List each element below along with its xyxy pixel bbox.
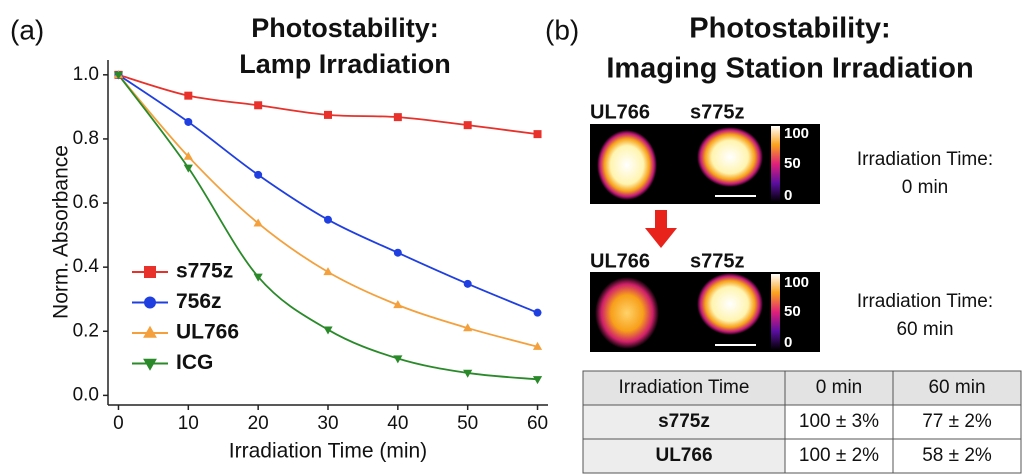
x-axis-title: Irradiation Time (min) [229, 440, 427, 463]
colorbar-tick: 50 [784, 303, 801, 320]
table-header: 0 min [816, 377, 862, 398]
table-header: 60 min [928, 377, 985, 398]
image-label: UL766 [590, 101, 650, 123]
marker [143, 359, 157, 371]
table-cell: 100 ± 3% [799, 411, 879, 432]
panel-label: (b) [545, 14, 579, 45]
marker [184, 92, 192, 100]
arrow [645, 210, 677, 248]
image-label: s775z [690, 250, 745, 272]
marker [534, 309, 542, 317]
x-tick-label: 60 [527, 413, 548, 434]
legend-label: 756z [176, 290, 222, 313]
colorbar-tick: 100 [784, 274, 809, 291]
series-line [118, 75, 537, 134]
time-label: Irradiation Time: [857, 291, 993, 312]
marker [533, 376, 542, 384]
image-panel: UL766 s775z 100 50 0 Irradiation Time: 0… [590, 101, 993, 204]
marker [324, 216, 332, 224]
panel-label: (a) [10, 14, 44, 45]
table-cell: 58 ± 2% [922, 445, 992, 466]
marker [184, 118, 192, 126]
fluorescence-spot [697, 127, 763, 187]
x-tick-label: 50 [457, 413, 478, 434]
marker [464, 121, 472, 129]
y-tick-label: 0.6 [73, 192, 99, 213]
table-cell: s775z [658, 411, 710, 432]
colorbar-tick: 0 [784, 187, 792, 204]
marker [394, 113, 402, 121]
y-tick-label: 0.8 [73, 128, 99, 149]
x-tick-label: 10 [178, 413, 199, 434]
marker [324, 111, 332, 119]
colorbar-tick: 0 [784, 334, 792, 351]
time-label: Irradiation Time: [857, 149, 993, 170]
marker [464, 280, 472, 288]
x-tick-label: 30 [317, 413, 338, 434]
marker [143, 326, 157, 338]
legend-label: UL766 [176, 321, 239, 344]
table-cell: UL766 [655, 445, 712, 466]
colorbar-tick: 100 [784, 125, 809, 142]
colorbar-tick: 50 [784, 155, 801, 172]
time-value: 0 min [902, 177, 948, 198]
chart-title: Photostability: [251, 13, 439, 43]
marker [323, 326, 332, 334]
marker [254, 171, 262, 179]
table-header: Irradiation Time [619, 377, 750, 398]
image-panel: UL766 s775z 100 50 0 Irradiation Time: 6… [590, 250, 993, 352]
figure: (a) Photostability: Lamp Irradiation Nor… [0, 0, 1027, 474]
fluorescence-spot [697, 273, 763, 335]
y-tick-label: 0.4 [73, 256, 100, 277]
image-label: s775z [690, 101, 745, 123]
panel-title: Photostability: [689, 13, 890, 45]
chart-title: Lamp Irradiation [239, 49, 451, 79]
y-tick-label: 0.2 [73, 320, 99, 341]
y-tick-label: 1.0 [73, 64, 99, 85]
marker [144, 297, 156, 309]
marker [534, 130, 542, 138]
marker [254, 101, 262, 109]
x-tick-label: 0 [113, 413, 124, 434]
table: Irradiation Time 0 min 60 min s775z 100 ± 3%… [583, 371, 1021, 473]
x-tick-label: 40 [387, 413, 408, 434]
time-value: 60 min [896, 319, 953, 340]
y-tick-label: 0.0 [73, 384, 99, 405]
legend-label: ICG [176, 351, 213, 374]
fluorescence-spot [595, 277, 659, 349]
table-cell: 77 ± 2% [922, 411, 992, 432]
marker [394, 249, 402, 257]
colorbar [771, 126, 780, 202]
fluorescence-spot [597, 130, 657, 200]
colorbar [771, 274, 780, 350]
panel-title: Imaging Station Irradiation [606, 53, 973, 85]
marker [323, 267, 332, 275]
legend-label: s775z [176, 260, 233, 283]
marker [144, 266, 156, 278]
y-axis-title: Norm. Absorbance [50, 145, 73, 319]
table-cell: 100 ± 2% [799, 445, 879, 466]
x-tick-label: 20 [248, 413, 269, 434]
image-label: UL766 [590, 250, 650, 272]
